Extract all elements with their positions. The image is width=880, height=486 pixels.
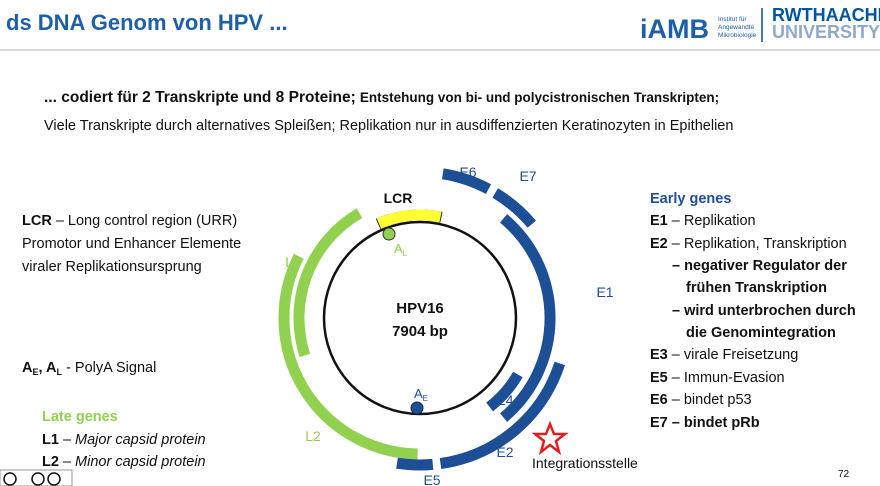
genome-name: HPV16 <box>396 300 444 317</box>
early-item: E7 – bindet pRb <box>650 415 760 431</box>
intro-rest: Entstehung von bi- und polycistronischen… <box>360 90 719 105</box>
e1-arc <box>500 214 556 422</box>
desc: – virale Freisetzung <box>668 347 799 363</box>
gene-label: E7 <box>519 168 536 184</box>
early-item: E5 – Immun-Evasion <box>650 370 785 386</box>
desc: – bindet p53 <box>668 392 752 408</box>
base: A <box>394 241 403 256</box>
polya: AE, AL - PolyA Signal <box>22 360 156 377</box>
lcr-label: LCR <box>384 190 413 206</box>
l1-arc <box>293 208 363 358</box>
term: E6 <box>650 392 668 408</box>
university: UNIVERSITY <box>772 22 880 42</box>
term: E1 <box>650 213 668 229</box>
early-item: E1 – Replikation <box>650 213 756 229</box>
early-item: E3 – virale Freisetzung <box>650 347 798 363</box>
a: A <box>46 360 57 376</box>
gene-label: E2 <box>496 444 513 460</box>
desc: – Minor capsid protein <box>59 454 206 470</box>
gene-label: L1 <box>285 254 301 270</box>
license-icon <box>47 472 61 486</box>
intro-line: ... codiert für 2 Transkripte und 8 Prot… <box>44 89 719 106</box>
base: A <box>414 386 423 401</box>
early-title: Early genes <box>650 191 731 207</box>
gene-label: E1 <box>596 284 613 300</box>
intro-line: Viele Transkripte durch alternatives Spl… <box>44 118 733 134</box>
desc: – bindet pRb <box>668 415 760 431</box>
term: E5 <box>650 370 668 386</box>
slide-title: ds DNA Genom von HPV ... <box>6 10 288 35</box>
late-item: L2 – Minor capsid protein <box>42 454 206 470</box>
gene-label: E6 <box>459 164 476 180</box>
e4-arc <box>486 371 523 412</box>
e5-arc <box>396 457 434 471</box>
term: E3 <box>650 347 668 363</box>
desc: – Immun-Evasion <box>668 370 785 386</box>
term: E7 <box>650 415 668 431</box>
term: LCR <box>22 213 52 229</box>
e2-note: die Genomintegration <box>686 325 836 341</box>
l2-arc <box>278 253 418 460</box>
sep: , <box>39 360 47 376</box>
genome-size: 7904 bp <box>392 323 448 340</box>
term: L2 <box>42 454 59 470</box>
ae-label: AE <box>414 386 428 403</box>
a: A <box>22 360 33 376</box>
desc: – Major capsid protein <box>59 432 206 448</box>
late-title: Late genes <box>42 409 118 425</box>
page-number: 72 <box>838 469 850 480</box>
desc: – Long control region (URR) <box>52 213 237 229</box>
sub: L <box>403 249 408 258</box>
institute: Institut für <box>718 16 747 23</box>
late-item: L1 – Major capsid protein <box>42 432 206 448</box>
gene-label: E4 <box>496 392 513 408</box>
gene-label: L2 <box>305 428 321 444</box>
e2-note: – wird unterbrochen durch <box>672 303 856 319</box>
e2-note: frühen Transkription <box>686 280 827 296</box>
e6-arc <box>441 168 492 195</box>
term: E2 <box>650 236 668 252</box>
desc: – Replikation, Transkription <box>668 236 847 252</box>
university: RWTHAACHEN <box>772 5 880 25</box>
lcr-arc <box>376 209 442 229</box>
early-item: E2 – Replikation, Transkription <box>650 236 847 252</box>
ae-dot <box>410 401 424 415</box>
al-dot <box>382 227 396 241</box>
term: L1 <box>42 432 59 448</box>
gene-label: E5 <box>423 472 440 486</box>
institute: Angewandte <box>718 24 755 31</box>
al-label: AL <box>394 241 408 258</box>
license-icon <box>3 472 17 486</box>
license-icon <box>31 472 45 486</box>
e2-arc <box>439 361 566 470</box>
lcr-line: viraler Replikationsursprung <box>22 259 202 275</box>
e2-note: – negativer Regulator der <box>672 258 847 274</box>
lcr-line: Promotor und Enhancer Elemente <box>22 236 241 252</box>
desc: – Replikation <box>668 213 756 229</box>
integration-label: Integrationsstelle <box>532 455 638 471</box>
e7-arc <box>492 188 537 228</box>
header-bg <box>0 0 880 50</box>
sub: E <box>423 394 428 403</box>
genome-circle <box>322 220 518 416</box>
desc: - PolyA Signal <box>62 360 156 376</box>
early-item: E6 – bindet p53 <box>650 392 752 408</box>
lcr-desc: LCR – Long control region (URR) <box>22 213 237 229</box>
intro-main: ... codiert für 2 Transkripte und 8 Prot… <box>44 89 356 106</box>
institute: Mikrobiologie <box>718 32 757 39</box>
logo: iAMB <box>640 14 709 44</box>
integration-star <box>531 420 569 456</box>
sub: L <box>57 367 63 377</box>
sub: E <box>32 367 38 377</box>
